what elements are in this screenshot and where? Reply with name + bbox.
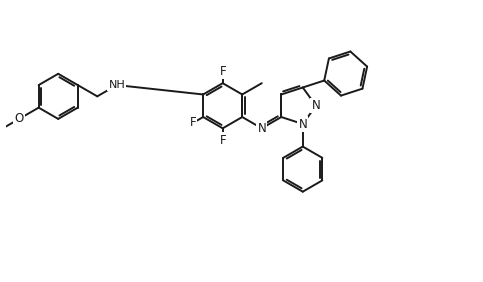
Text: N: N	[257, 122, 266, 135]
Text: F: F	[219, 65, 226, 78]
Text: O: O	[14, 113, 24, 125]
Text: N: N	[312, 99, 320, 112]
Text: F: F	[190, 116, 196, 129]
Text: F: F	[219, 134, 226, 147]
Text: N: N	[298, 118, 307, 131]
Text: NH: NH	[109, 80, 125, 90]
